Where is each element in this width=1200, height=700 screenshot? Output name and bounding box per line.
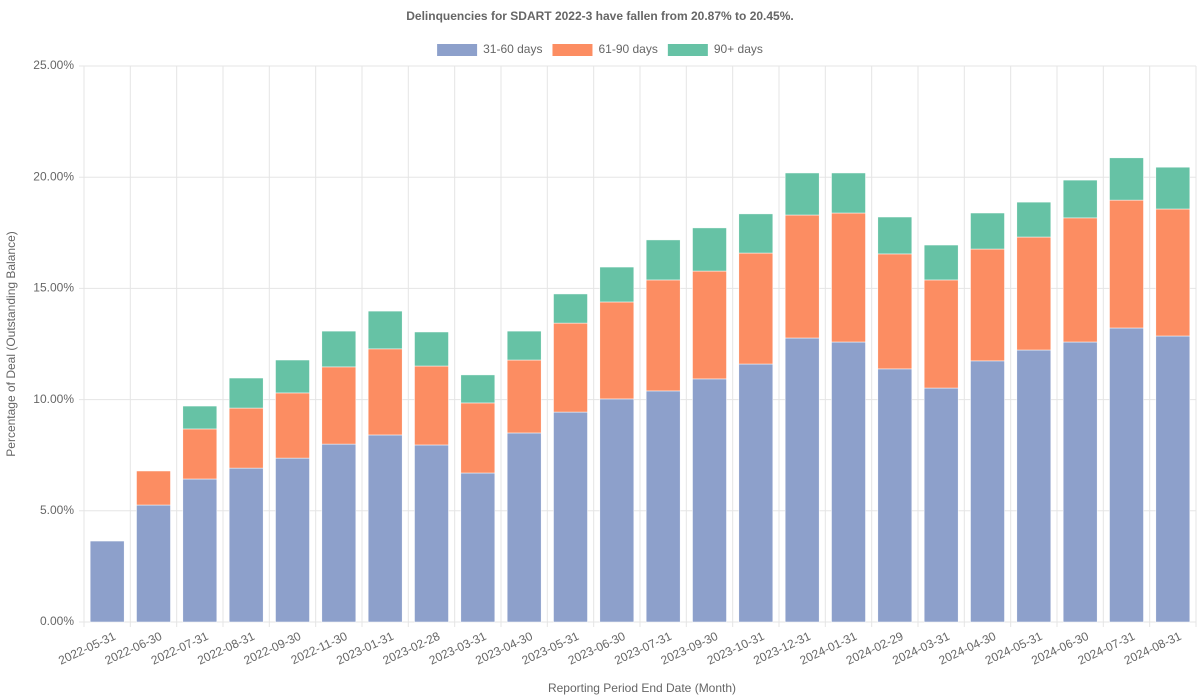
- y-axis-title: Percentage of Deal (Outstanding Balance): [4, 231, 18, 456]
- bar-segment: [970, 360, 1005, 623]
- y-tick-label: 20.00%: [33, 169, 74, 183]
- y-tick-label: 15.00%: [33, 281, 74, 295]
- bar-segment: [367, 348, 403, 436]
- bar-segment: [877, 253, 913, 370]
- bar-segment: [553, 322, 588, 413]
- bar-segment: [831, 341, 866, 623]
- bar-segment: [414, 444, 449, 623]
- bar-segment: [182, 478, 218, 623]
- bar-segment: [738, 213, 774, 254]
- bar-segment: [228, 467, 264, 623]
- bar-segment: [506, 330, 542, 361]
- bar-segment: [460, 472, 496, 623]
- bar-segment: [321, 330, 357, 368]
- bar-segment: [136, 470, 171, 506]
- bar-segment: [599, 301, 635, 400]
- bar-segment: [228, 407, 264, 469]
- bar-segment: [692, 227, 727, 272]
- bar-segment: [738, 363, 774, 623]
- legend-label: 61-90 days: [598, 42, 657, 56]
- bar-segment: [877, 368, 913, 623]
- bar-segment: [877, 216, 913, 255]
- bar-segment: [553, 411, 588, 623]
- bar-segment: [692, 378, 727, 623]
- bar-segment: [970, 212, 1005, 250]
- bar-segment: [228, 377, 264, 409]
- bar-segment: [1016, 236, 1052, 351]
- bar-segment: [1062, 179, 1098, 219]
- bar-segment: [784, 214, 820, 339]
- bar-segment: [1016, 201, 1052, 238]
- legend-label: 31-60 days: [483, 42, 542, 56]
- bar-segment: [599, 266, 635, 303]
- bar-segment: [553, 293, 588, 324]
- bar-segment: [645, 239, 681, 281]
- legend-label: 90+ days: [714, 42, 763, 56]
- legend-swatch: [552, 44, 593, 56]
- bar-segment: [321, 443, 357, 623]
- bar-segment: [1109, 327, 1144, 623]
- bar-segment: [275, 359, 310, 394]
- bar-segment: [460, 402, 496, 474]
- bar-segment: [1155, 166, 1191, 210]
- bar-segment: [506, 432, 542, 623]
- y-tick-label: 0.00%: [40, 614, 74, 628]
- chart-title: Delinquencies for SDART 2022-3 have fall…: [406, 9, 793, 23]
- bar-segment: [367, 434, 403, 623]
- bar-segment: [1155, 208, 1191, 337]
- y-tick-label: 10.00%: [33, 392, 74, 406]
- bar-segment: [1109, 157, 1144, 201]
- bar-segment: [136, 504, 171, 623]
- bar-segment: [414, 331, 449, 367]
- bar-segment: [367, 310, 403, 350]
- bar-segment: [460, 374, 496, 404]
- bar-segment: [831, 212, 866, 343]
- bar-segment: [275, 457, 310, 623]
- legend-swatch: [437, 44, 478, 56]
- bar-segment: [1109, 199, 1144, 329]
- bar-segment: [923, 387, 959, 623]
- bar-segment: [182, 405, 218, 430]
- bar-segment: [275, 392, 310, 459]
- x-axis-title: Reporting Period End Date (Month): [548, 681, 736, 695]
- bar-segment: [831, 172, 866, 214]
- bar-segment: [970, 248, 1005, 362]
- bar-segment: [645, 390, 681, 623]
- legend-swatch: [667, 44, 708, 56]
- bar-segment: [923, 279, 959, 389]
- bar-segment: [923, 244, 959, 281]
- bar-segment: [692, 270, 727, 380]
- bar-segment: [1016, 349, 1052, 623]
- y-tick-label: 25.00%: [33, 58, 74, 72]
- bar-segment: [1062, 217, 1098, 343]
- bar-segment: [182, 428, 218, 480]
- bar-segment: [784, 337, 820, 623]
- bar-segment: [506, 359, 542, 434]
- bar-segment: [645, 279, 681, 392]
- bar-segment: [321, 366, 357, 445]
- bar-segment: [1062, 341, 1098, 623]
- y-tick-label: 5.00%: [40, 503, 74, 517]
- bar-segment: [89, 540, 125, 623]
- bar-segment: [738, 252, 774, 365]
- bar-segment: [784, 172, 820, 216]
- bar-segment: [1155, 335, 1191, 623]
- bar-segment: [599, 398, 635, 623]
- bar-segment: [414, 365, 449, 446]
